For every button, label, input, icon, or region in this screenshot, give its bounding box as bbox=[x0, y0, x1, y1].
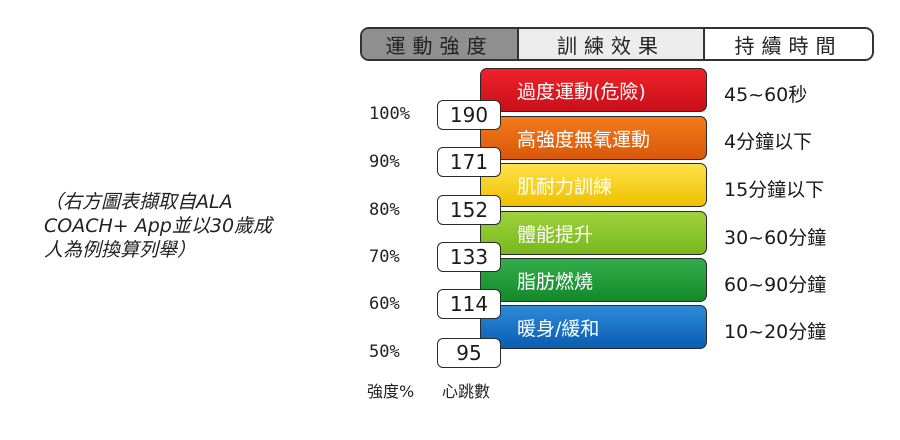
table-header: 運動強度 訓練效果 持續時間 bbox=[360, 27, 874, 61]
zone-label: 過度運動(危險) bbox=[517, 80, 646, 103]
intensity-80: 80% bbox=[369, 200, 400, 220]
source-caption: （右方圖表擷取自ALA COACH+ App並以30歲成 人為例換算列舉） bbox=[44, 190, 314, 262]
heart-rate-171: 171 bbox=[437, 147, 501, 177]
duration-fat-burn: 60~90分鐘 bbox=[724, 274, 827, 296]
zone-overtraining: 過度運動(危險) bbox=[480, 68, 707, 112]
intensity-90: 90% bbox=[369, 152, 400, 172]
duration-fitness: 30~60分鐘 bbox=[724, 227, 827, 249]
header-duration: 持續時間 bbox=[705, 29, 872, 59]
zone-muscular-endurance: 肌耐力訓練 bbox=[480, 163, 707, 207]
duration-overtraining: 45~60秒 bbox=[724, 84, 808, 106]
zone-label: 脂肪燃燒 bbox=[517, 270, 594, 293]
zone-label: 暖身/緩和 bbox=[517, 317, 600, 340]
zone-fitness: 體能提升 bbox=[480, 211, 707, 255]
header-intensity: 運動強度 bbox=[362, 29, 519, 59]
zone-label: 肌耐力訓練 bbox=[517, 175, 613, 198]
duration-muscular-endurance: 15分鐘以下 bbox=[724, 179, 825, 201]
caption-line-1: （右方圖表擷取自ALA bbox=[44, 191, 233, 213]
intensity-axis-label: 強度% bbox=[367, 382, 415, 401]
heart-rate-133: 133 bbox=[437, 242, 501, 272]
zone-label: 高強度無氧運動 bbox=[517, 128, 651, 151]
caption-line-3: 人為例換算列舉） bbox=[44, 239, 197, 261]
heart-rate-190: 190 bbox=[437, 100, 501, 130]
zone-warmup: 暖身/緩和 bbox=[480, 305, 707, 349]
duration-anaerobic: 4分鐘以下 bbox=[724, 131, 813, 153]
heart-rate-95: 95 bbox=[437, 338, 501, 368]
duration-warmup: 10~20分鐘 bbox=[724, 321, 827, 343]
intensity-50: 50% bbox=[369, 342, 400, 362]
intensity-60: 60% bbox=[369, 294, 400, 314]
heart-rate-axis-label: 心跳數 bbox=[442, 382, 491, 401]
intensity-100: 100% bbox=[369, 104, 410, 124]
zone-anaerobic: 高強度無氧運動 bbox=[480, 116, 707, 160]
intensity-70: 70% bbox=[369, 247, 400, 267]
zone-fat-burn: 脂肪燃燒 bbox=[480, 258, 707, 302]
heart-rate-114: 114 bbox=[437, 289, 501, 319]
heart-rate-152: 152 bbox=[437, 195, 501, 225]
zone-label: 體能提升 bbox=[517, 223, 594, 246]
header-training-effect: 訓練效果 bbox=[519, 29, 705, 59]
caption-line-2: COACH+ App並以30歲成 bbox=[44, 215, 273, 237]
